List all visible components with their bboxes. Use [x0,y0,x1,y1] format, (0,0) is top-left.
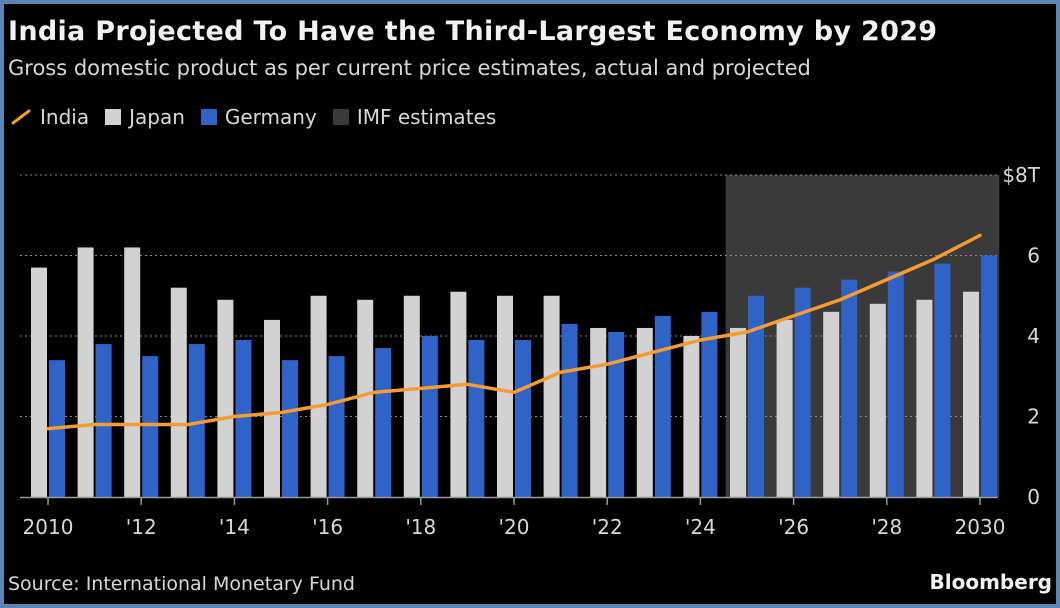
bloomberg-logo: Bloomberg [929,570,1052,594]
chart-legend: India Japan Germany IMF estimates [10,102,512,132]
point-india [699,338,702,342]
bar-germany [328,356,345,497]
y-tick-label: 2 [1027,405,1040,429]
x-tick-label: 2030 [955,515,1006,539]
point-india [93,423,96,426]
bar-japan [543,295,560,497]
bar-japan [77,247,94,497]
x-tick-label: '18 [405,515,436,539]
bar-germany [282,360,298,497]
x-tick-label: '22 [592,515,623,539]
point-india [652,350,655,354]
bar-japan [450,291,467,497]
bar-germany [701,311,718,497]
bar-germany [887,271,904,497]
point-india [839,298,842,301]
point-india [186,423,189,426]
point-india [792,314,795,318]
point-india [419,387,422,390]
y-tick-label: 0 [1027,485,1040,509]
bar-japan [264,319,280,497]
bar-japan [310,295,327,497]
point-india [233,415,236,418]
legend-item-india: India [10,105,89,129]
x-tick-label: '12 [126,515,157,539]
y-tick-label: 6 [1027,244,1040,268]
bar-germany [748,295,764,497]
bar-germany [654,315,671,497]
legend-item-germany: Germany [200,105,317,129]
bar-japan [683,336,700,497]
bar-japan [869,303,886,497]
bar-germany [95,344,112,497]
bar-japan [963,291,979,497]
bar-germany [561,323,578,497]
chart-title: India Projected To Have the Third-Larges… [8,16,938,47]
bar-japan [776,319,793,497]
x-tick-label: '24 [685,515,716,539]
bar-germany [235,340,252,497]
chart-subtitle: Gross domestic product as per current pr… [8,56,811,80]
point-india [885,278,888,281]
bar-japan [823,311,840,497]
legend-swatch-japan [105,109,122,125]
legend-item-japan: Japan [105,105,185,129]
bar-japan [497,295,513,497]
x-tick-label: '26 [778,515,809,539]
x-tick-label: '16 [312,515,343,539]
point-india [279,411,283,414]
point-india [46,427,50,430]
bar-japan [590,327,607,497]
legend-item-imf-estimates: IMF estimates [332,105,497,129]
y-tick-label: $8T [1002,163,1040,187]
legend-label-india: India [40,105,90,129]
bar-germany [794,287,811,497]
point-india [559,371,562,374]
point-india [512,391,516,394]
bar-japan [170,287,187,497]
x-tick-label: '28 [871,515,902,539]
legend-label-japan: Japan [129,105,185,129]
point-india [932,258,935,261]
bar-germany [421,336,438,497]
point-india [373,391,376,394]
x-tick-label: 2010 [23,515,74,539]
bar-japan [124,247,141,497]
bar-japan [31,267,47,497]
bar-japan [217,299,234,497]
bar-germany [142,356,159,497]
bar-germany [375,348,392,497]
bar-germany [934,263,951,497]
x-tick-label: '20 [499,515,530,539]
legend-swatch-germany [200,109,217,125]
legend-label-imf-estimates: IMF estimates [356,105,497,129]
legend-label-germany: Germany [224,105,317,129]
point-india [326,403,329,406]
bar-japan [730,327,746,497]
bar-germany [188,344,205,497]
bar-germany [841,279,858,497]
bar-germany [515,340,531,497]
bar-japan [916,299,933,497]
x-tick-label: '14 [219,515,250,539]
point-india [745,330,749,334]
legend-swatch-imf-estimates [332,109,349,125]
point-india [140,423,143,426]
point-india [606,362,609,366]
bar-germany [981,255,997,497]
bar-japan [636,327,653,497]
source-note: Source: International Monetary Fund [8,573,355,595]
point-india [466,383,469,386]
bar-germany [468,340,485,497]
y-tick-label: 4 [1027,324,1040,348]
bar-japan [403,295,420,497]
point-india [978,234,982,237]
bar-germany [608,331,625,497]
bar-japan [357,299,374,497]
legend-swatch-india [11,109,31,125]
